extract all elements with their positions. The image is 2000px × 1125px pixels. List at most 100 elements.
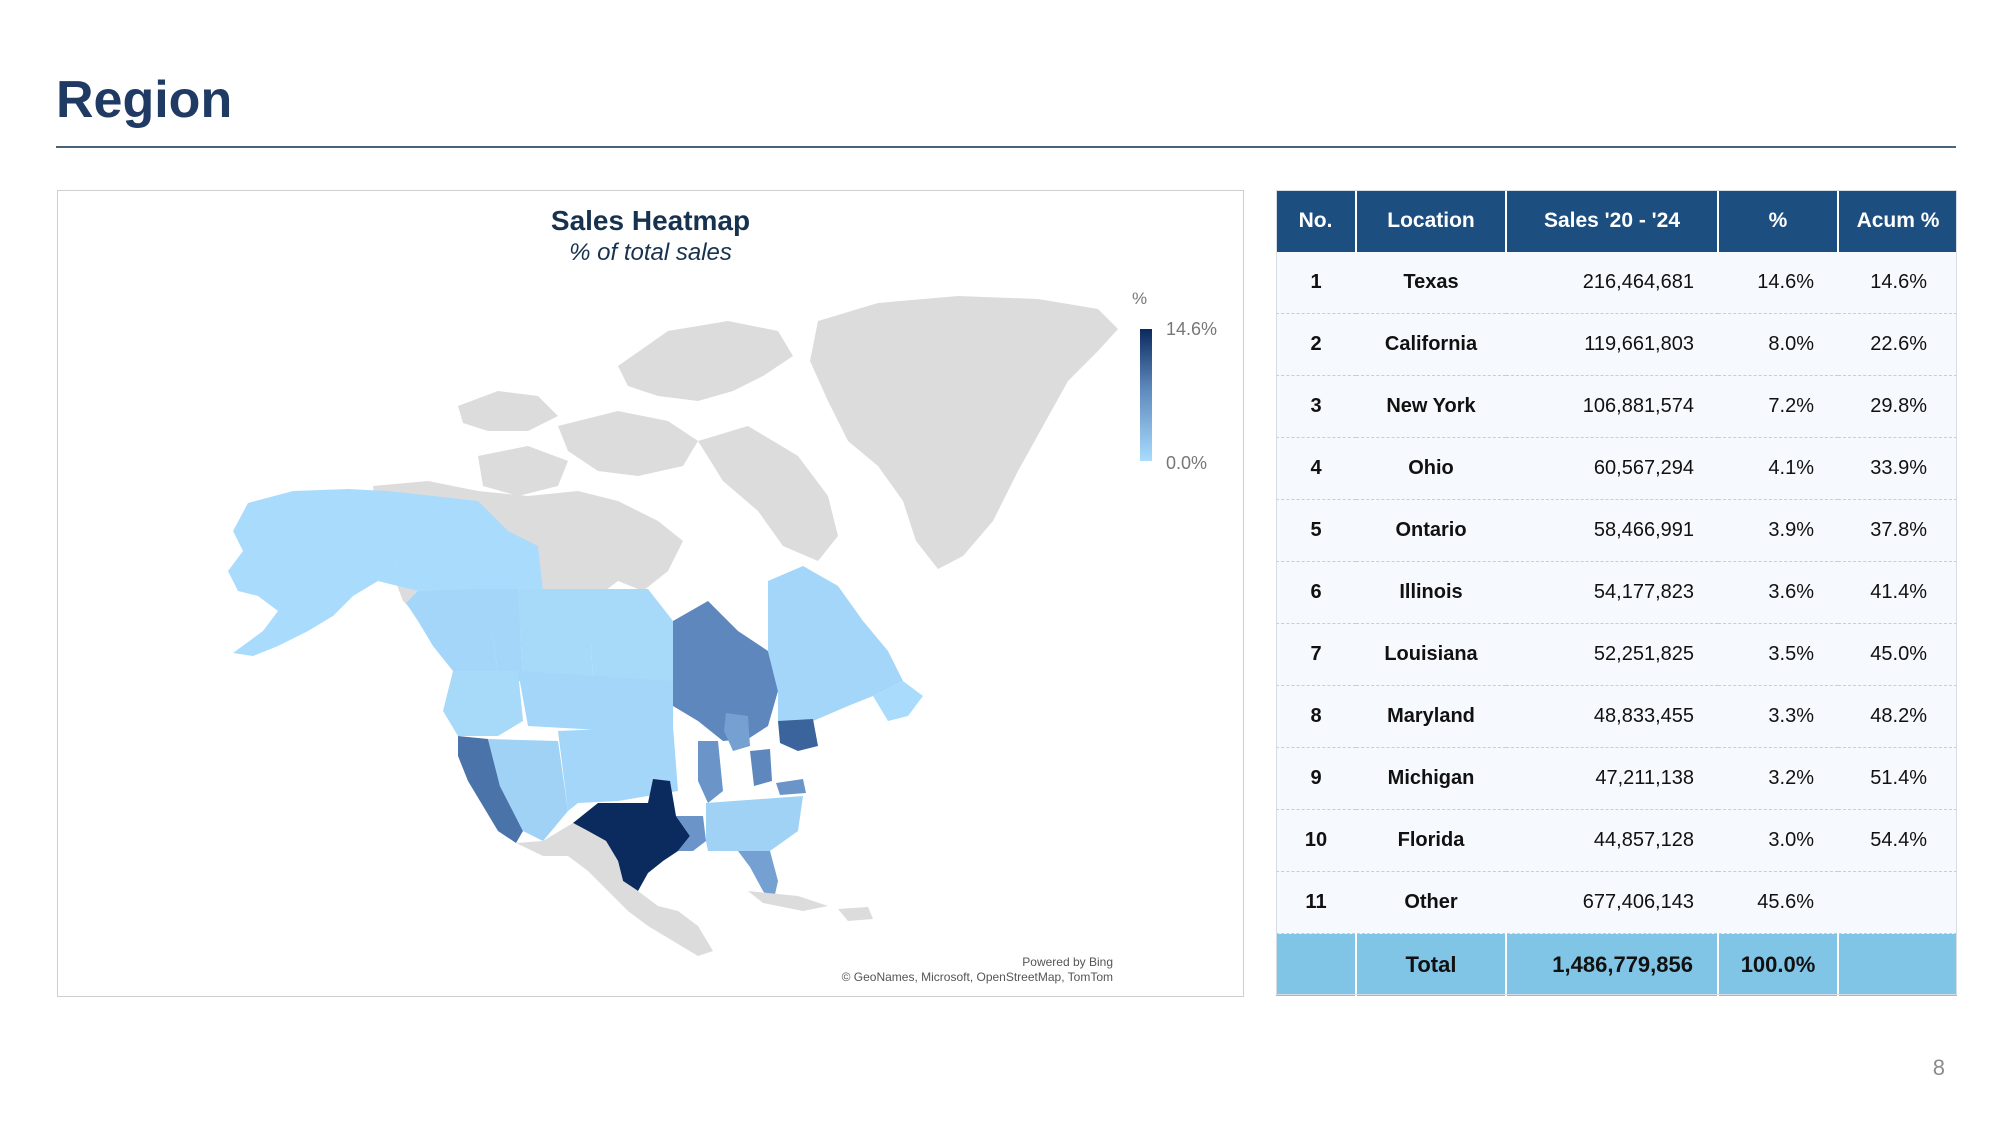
row-sales: 48,833,455 [1506,685,1718,748]
baffin-island [698,426,838,561]
table-row: 8 Maryland 48,833,455 3.3% 48.2% [1276,685,1957,748]
row-number: 3 [1276,375,1356,438]
row-location: Michigan [1356,747,1506,810]
row-location: Ohio [1356,437,1506,500]
row-sales: 60,567,294 [1506,437,1718,500]
north-america-map[interactable] [58,191,1243,996]
row-acum-percent: 29.8% [1838,375,1957,438]
row-acum-percent: 54.4% [1838,809,1957,872]
arctic-islands-west [458,391,558,431]
row-number: 1 [1276,252,1356,314]
page-number: 8 [1932,1055,1945,1080]
row-percent: 7.2% [1718,375,1838,438]
quebec-region [768,566,903,721]
row-percent: 8.0% [1718,313,1838,376]
title-divider [56,146,1956,148]
row-acum-percent: 51.4% [1838,747,1957,810]
total-number [1276,933,1357,996]
new-york-region [778,719,818,751]
page-title: Region [56,71,233,129]
row-location: Illinois [1356,561,1506,624]
illinois-region [698,741,723,803]
row-location: Texas [1356,252,1506,314]
table-total-row: Total 1,486,779,856 100.0% [1276,933,1957,996]
atlantic-canada-region [873,681,923,721]
arctic-islands [618,321,793,401]
header-location: Location [1356,190,1507,252]
row-percent: 14.6% [1718,252,1838,314]
row-percent: 45.6% [1718,871,1838,934]
legend-unit: % [1132,289,1148,308]
legend-min-label: 0.0% [1166,453,1208,473]
row-sales: 677,406,143 [1506,871,1718,934]
ontario-region [673,601,778,741]
us-north-central-region [518,671,673,731]
greenland-region [810,296,1118,569]
row-number: 10 [1276,809,1356,872]
row-number: 8 [1276,685,1356,748]
us-southeast-region [706,796,803,851]
row-number: 2 [1276,313,1356,376]
map-attribution-powered-by: Powered by Bing [1022,955,1113,969]
row-acum-percent: 48.2% [1838,685,1957,748]
mexico-region [516,823,713,956]
maryland-region [776,779,806,795]
row-number: 6 [1276,561,1356,624]
hispaniola-region [838,907,873,921]
map-attribution-sources: © GeoNames, Microsoft, OpenStreetMap, To… [841,970,1113,984]
total-label: Total [1356,933,1507,996]
row-sales: 58,466,991 [1506,499,1718,562]
sales-table: No. Location Sales '20 - '24 % Acum % 1 … [1276,190,1957,996]
texas-region [573,779,690,891]
row-sales: 119,661,803 [1506,313,1718,376]
row-number: 9 [1276,747,1356,810]
row-location: Florida [1356,809,1506,872]
row-sales: 47,211,138 [1506,747,1718,810]
row-acum-percent: 41.4% [1838,561,1957,624]
florida-region [738,851,778,903]
table-row: 1 Texas 216,464,681 14.6% 14.6% [1276,252,1957,314]
table-row: 2 California 119,661,803 8.0% 22.6% [1276,313,1957,376]
alberta-region [468,589,523,681]
total-sales: 1,486,779,856 [1506,933,1719,996]
us-southwest-region [488,739,568,841]
british-columbia-region [406,589,498,681]
row-percent: 3.2% [1718,747,1838,810]
manitoba-region [588,589,673,681]
header-no: No. [1276,190,1357,252]
total-percent: 100.0% [1718,933,1839,996]
saskatchewan-region [518,589,593,681]
table-row: 4 Ohio 60,567,294 4.1% 33.9% [1276,437,1957,500]
row-sales: 44,857,128 [1506,809,1718,872]
map-panel[interactable]: Sales Heatmap % of total sales % 14.6% 0… [57,190,1244,997]
row-sales: 216,464,681 [1506,252,1718,314]
header-sales: Sales '20 - '24 [1506,190,1719,252]
row-location: Maryland [1356,685,1506,748]
table-row: 11 Other 677,406,143 45.6% [1276,871,1957,934]
row-location: Louisiana [1356,623,1506,686]
michigan-region [724,713,750,751]
row-location: Ontario [1356,499,1506,562]
row-acum-percent [1838,871,1957,934]
row-percent: 3.5% [1718,623,1838,686]
table-row: 6 Illinois 54,177,823 3.6% 41.4% [1276,561,1957,624]
table-row: 7 Louisiana 52,251,825 3.5% 45.0% [1276,623,1957,686]
row-number: 11 [1276,871,1356,934]
us-central-region [558,726,678,811]
row-acum-percent: 22.6% [1838,313,1957,376]
alaska-region [228,489,398,656]
row-acum-percent: 33.9% [1838,437,1957,500]
row-acum-percent: 37.8% [1838,499,1957,562]
header-percent: % [1718,190,1839,252]
table-row: 9 Michigan 47,211,138 3.2% 51.4% [1276,747,1957,810]
table-row: 5 Ontario 58,466,991 3.9% 37.8% [1276,499,1957,562]
row-acum-percent: 14.6% [1838,252,1957,314]
yukon-region [388,491,468,591]
cuba-region [748,891,828,911]
row-percent: 3.0% [1718,809,1838,872]
row-percent: 3.9% [1718,499,1838,562]
map-title: Sales Heatmap [550,205,751,236]
us-northwest-region [443,671,523,736]
row-percent: 3.6% [1718,561,1838,624]
california-region [458,736,523,843]
